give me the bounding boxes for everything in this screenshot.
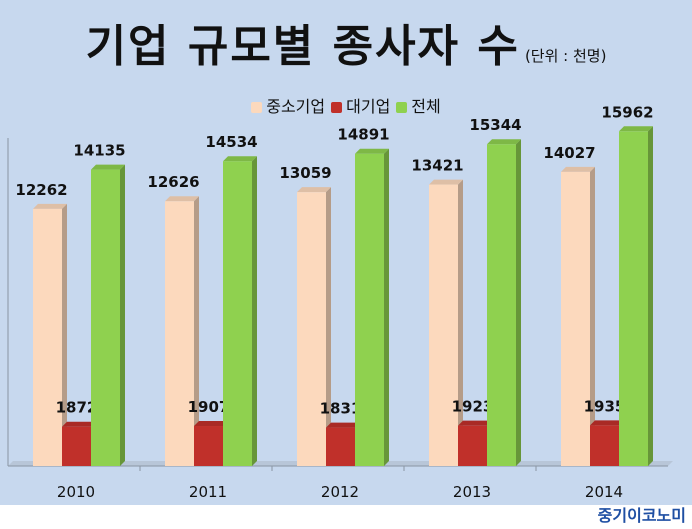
chart-legend: 중소기업 대기업 전체 xyxy=(0,93,692,117)
bar-top xyxy=(223,156,257,162)
bar-중소기업-2010 xyxy=(33,203,67,467)
bar-front xyxy=(194,426,223,466)
bar-top xyxy=(326,422,360,428)
bottom-strip xyxy=(0,505,692,529)
data-label: 15344 xyxy=(469,116,521,134)
bar-top xyxy=(458,420,492,426)
bar-top xyxy=(194,421,228,427)
x-tick-label: 2010 xyxy=(57,483,95,501)
legend-item: 전체 xyxy=(396,93,441,117)
legend-label: 대기업 xyxy=(346,97,391,116)
x-tick-label: 2013 xyxy=(453,483,491,501)
bar-top xyxy=(165,196,199,202)
bar-top xyxy=(619,126,653,132)
legend-swatch xyxy=(251,102,263,113)
bar-전체-2010 xyxy=(91,164,125,467)
data-label: 15962 xyxy=(601,103,653,121)
bar-top xyxy=(297,187,331,193)
bar-side xyxy=(458,179,463,466)
data-label: 1831 xyxy=(320,400,362,418)
data-label: 12262 xyxy=(15,181,67,199)
bar-전체-2012 xyxy=(355,148,389,467)
legend-label: 중소기업 xyxy=(266,97,326,116)
bar-top xyxy=(33,203,67,209)
bar-대기업-2010 xyxy=(62,421,96,466)
bar-side xyxy=(120,164,125,467)
bar-front xyxy=(561,171,590,466)
bar-top xyxy=(487,139,521,145)
bar-top xyxy=(429,179,463,185)
data-label: 14891 xyxy=(337,126,389,144)
bar-front xyxy=(355,153,384,467)
legend-label: 전체 xyxy=(411,97,441,116)
bar-top xyxy=(91,164,125,170)
x-tick-label: 2014 xyxy=(585,483,623,501)
bar-side xyxy=(252,156,257,466)
data-label: 1935 xyxy=(584,397,626,415)
chart-title-block: 기업 규모별 종사자 수 (단위 : 천명) xyxy=(0,10,692,74)
bar-전체-2011 xyxy=(223,156,257,466)
bar-전체-2013 xyxy=(487,139,521,466)
bar-중소기업-2014 xyxy=(561,166,595,466)
bar-중소기업-2012 xyxy=(297,187,331,466)
bar-top xyxy=(590,420,624,426)
bar-side xyxy=(590,166,595,466)
bar-대기업-2012 xyxy=(326,422,360,466)
x-tick-label: 2012 xyxy=(321,483,359,501)
data-label: 13059 xyxy=(279,164,331,182)
bar-front xyxy=(458,425,487,466)
data-label: 1923 xyxy=(452,398,494,416)
bar-top xyxy=(561,166,595,172)
bar-front xyxy=(91,169,120,467)
bar-front xyxy=(429,184,458,466)
bar-대기업-2013 xyxy=(458,420,492,466)
bar-front xyxy=(62,426,91,466)
bar-side xyxy=(326,187,331,466)
data-label: 12626 xyxy=(147,173,199,191)
data-label: 14534 xyxy=(205,133,257,151)
legend-swatch xyxy=(331,102,343,113)
x-tick-label: 2011 xyxy=(189,483,227,501)
bar-front xyxy=(619,131,648,467)
bar-side xyxy=(648,126,653,466)
bar-대기업-2014 xyxy=(590,420,624,466)
bar-front xyxy=(590,425,619,466)
data-label: 14135 xyxy=(73,142,125,160)
watermark-logo: 중기이코노미 xyxy=(597,506,686,525)
bar-대기업-2011 xyxy=(194,421,228,466)
bar-front xyxy=(487,144,516,466)
legend-item: 대기업 xyxy=(331,93,390,117)
chart-title: 기업 규모별 종사자 수 xyxy=(85,21,520,72)
bar-전체-2014 xyxy=(619,126,653,467)
bar-side xyxy=(384,148,389,467)
chart-unit: (단위 : 천명) xyxy=(524,47,607,65)
legend-item: 중소기업 xyxy=(251,93,325,117)
bar-top xyxy=(355,148,389,154)
bar-중소기업-2013 xyxy=(429,179,463,466)
bar-front xyxy=(297,192,326,466)
legend-swatch xyxy=(396,102,408,113)
bar-top xyxy=(62,421,96,427)
bar-front xyxy=(223,161,252,466)
data-label: 1907 xyxy=(188,398,230,416)
bar-front xyxy=(326,427,355,466)
bar-front xyxy=(33,208,62,467)
data-label: 1872 xyxy=(56,399,98,417)
bar-side xyxy=(194,196,199,466)
bar-side xyxy=(516,139,521,466)
bar-중소기업-2011 xyxy=(165,196,199,466)
bar-side xyxy=(62,203,67,467)
data-label: 14027 xyxy=(543,144,595,162)
data-label: 13421 xyxy=(411,157,463,175)
bar-front xyxy=(165,201,194,466)
